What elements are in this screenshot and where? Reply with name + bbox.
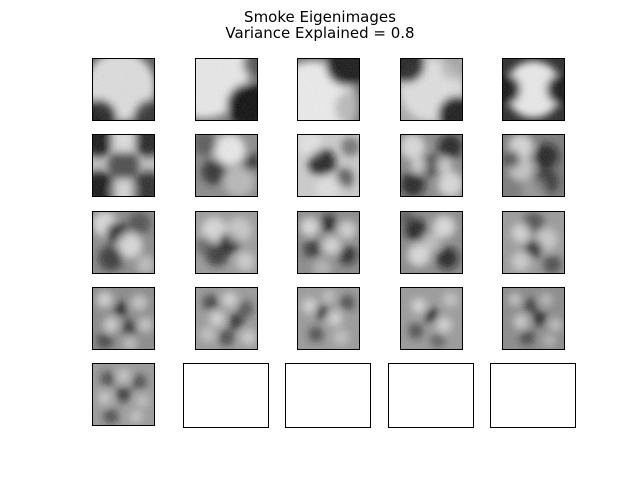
eigenimage-frame xyxy=(400,58,463,121)
eigenimage-frame xyxy=(297,58,360,121)
eigenimage-2 xyxy=(195,58,258,121)
eigenimage-frame xyxy=(195,211,258,274)
eigenimage-17 xyxy=(195,287,258,350)
eigenimage-18 xyxy=(297,287,360,350)
eigenimage-frame xyxy=(195,134,258,197)
eigenimage-frame xyxy=(92,134,155,197)
empty-panel xyxy=(388,363,474,428)
eigenimage-3 xyxy=(297,58,360,121)
eigenimage-frame xyxy=(400,287,463,350)
chart-title: Smoke Eigenimages xyxy=(244,8,396,26)
eigenimage-21 xyxy=(92,363,155,426)
eigenimage-12 xyxy=(195,211,258,274)
eigenimage-6 xyxy=(92,134,155,197)
eigenimage-frame xyxy=(195,58,258,121)
eigenimage-8 xyxy=(297,134,360,197)
eigenimage-frame xyxy=(502,58,565,121)
eigenimage-9 xyxy=(400,134,463,197)
eigenimage-7 xyxy=(195,134,258,197)
eigenimage-19 xyxy=(400,287,463,350)
eigenimage-frame xyxy=(195,287,258,350)
chart-subtitle: Variance Explained = 0.8 xyxy=(225,24,415,42)
eigenimage-frame xyxy=(92,363,155,426)
eigenimage-frame xyxy=(297,287,360,350)
eigenimage-frame xyxy=(502,287,565,350)
eigenimage-15 xyxy=(502,211,565,274)
eigenimage-frame xyxy=(297,134,360,197)
empty-panel xyxy=(285,363,371,428)
eigenimage-16 xyxy=(92,287,155,350)
eigenimage-frame xyxy=(502,211,565,274)
empty-panel xyxy=(183,363,269,428)
eigenimage-5 xyxy=(502,58,565,121)
eigenimage-14 xyxy=(400,211,463,274)
eigenimage-frame xyxy=(400,134,463,197)
eigenimage-frame xyxy=(297,211,360,274)
eigenimage-4 xyxy=(400,58,463,121)
eigenimage-13 xyxy=(297,211,360,274)
eigenimage-10 xyxy=(502,134,565,197)
eigenimage-1 xyxy=(92,58,155,121)
empty-panel xyxy=(490,363,576,428)
eigenimage-11 xyxy=(92,211,155,274)
eigenimage-frame xyxy=(400,211,463,274)
eigenimage-frame xyxy=(92,211,155,274)
eigenimage-20 xyxy=(502,287,565,350)
eigenimage-frame xyxy=(502,134,565,197)
eigenimage-frame xyxy=(92,58,155,121)
eigenimage-frame xyxy=(92,287,155,350)
